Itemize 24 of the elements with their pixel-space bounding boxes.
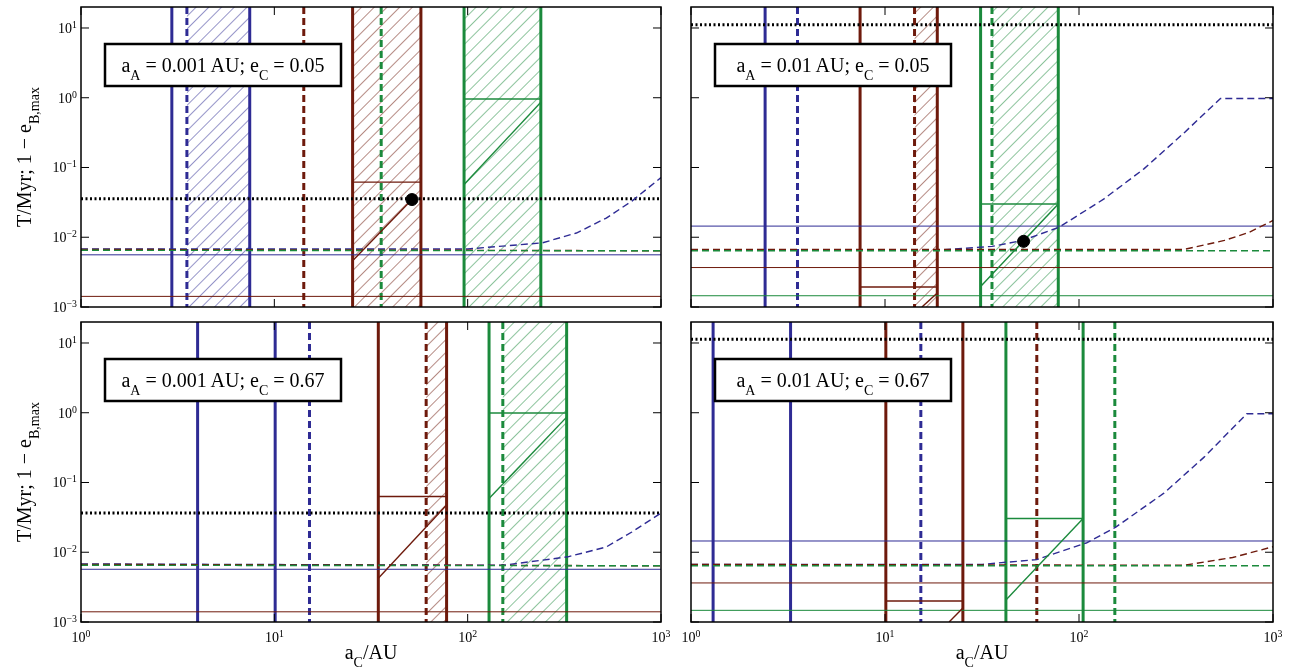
annotation: a$_{A}$ = 0.001 AU; e$_{C}$ = 0.05 xyxy=(121,54,325,83)
y-tick-label: 10$^{0}$ xyxy=(58,88,78,106)
x-tick-label: 10$^{0}$ xyxy=(681,627,701,645)
x-tick-label: 10$^{0}$ xyxy=(71,627,91,645)
y-tick-label: 10$^{1}$ xyxy=(58,18,78,36)
x-tick-label: 10$^{1}$ xyxy=(875,627,895,645)
x-axis-title: a$_{C}$/AU xyxy=(344,641,398,670)
y-tick-label: 10$^{−1}$ xyxy=(52,158,78,176)
annotation: a$_{A}$ = 0.01 AU; e$_{C}$ = 0.67 xyxy=(736,369,930,398)
x-axis-title: a$_{C}$/AU xyxy=(955,641,1009,670)
y-tick-label: 10$^{−1}$ xyxy=(52,473,78,491)
x-tick-label: 10$^{2}$ xyxy=(458,627,478,645)
y-tick-label: 10$^{−3}$ xyxy=(52,297,78,315)
y-tick-label: 10$^{−2}$ xyxy=(52,227,78,246)
annotation: a$_{A}$ = 0.001 AU; e$_{C}$ = 0.67 xyxy=(121,369,325,398)
y-tick-label: 10$^{−3}$ xyxy=(52,612,78,630)
y-tick-label: 10$^{−2}$ xyxy=(52,542,78,561)
x-tick-label: 10$^{3}$ xyxy=(1263,627,1283,645)
y-tick-label: 10$^{1}$ xyxy=(58,333,78,351)
x-tick-label: 10$^{1}$ xyxy=(264,627,284,645)
x-tick-label: 10$^{2}$ xyxy=(1069,627,1089,645)
annotation: a$_{A}$ = 0.01 AU; e$_{C}$ = 0.05 xyxy=(736,54,930,83)
x-tick-label: 10$^{3}$ xyxy=(651,627,671,645)
y-tick-label: 10$^{0}$ xyxy=(58,403,78,421)
